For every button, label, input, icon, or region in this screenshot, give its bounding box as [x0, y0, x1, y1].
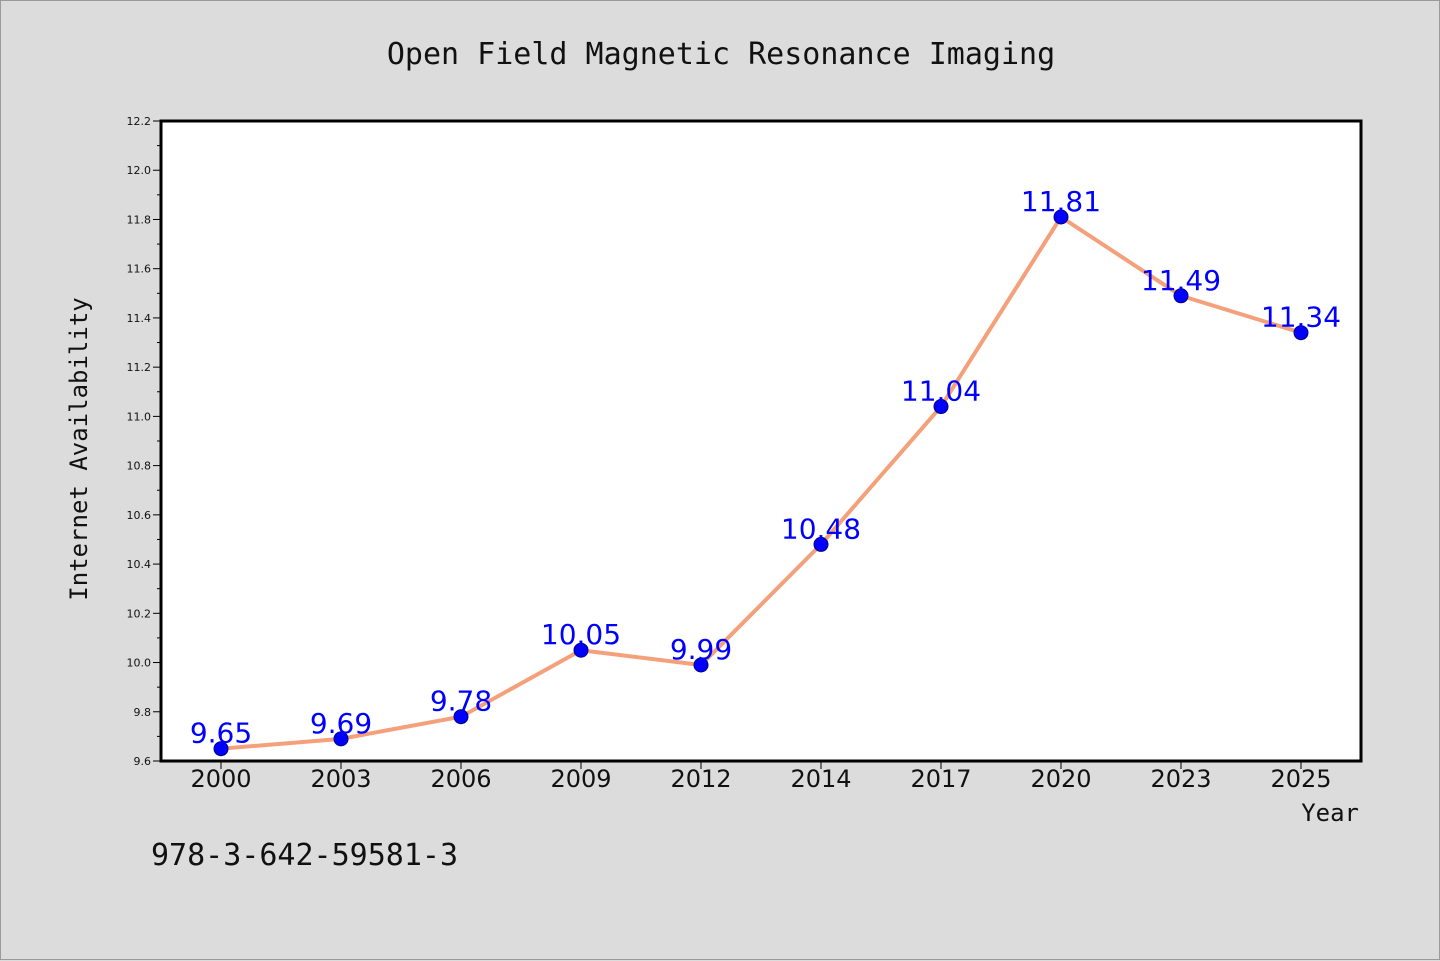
x-axis-label: Year [1301, 799, 1359, 827]
y-tick-label: 11.2 [127, 361, 152, 374]
y-tick-label: 10.2 [127, 607, 152, 620]
y-tick-label: 9.6 [134, 755, 152, 768]
x-tick-label: 2006 [430, 765, 491, 793]
data-label: 9.65 [190, 717, 252, 750]
x-axis: 2000 2003 2006 2009 2012 2014 2017 2020 2023 2025 [190, 761, 1332, 793]
data-label: 9.99 [670, 633, 732, 666]
data-point [573, 642, 589, 658]
y-tick-label: 11.4 [127, 312, 152, 325]
y-tick-label: 10.0 [127, 657, 152, 670]
series-path [220, 215, 1302, 751]
x-tick-label: 2012 [670, 765, 731, 793]
data-label: 11.04 [901, 375, 981, 408]
y-tick-label: 9.8 [134, 706, 152, 719]
y-tick-label: 11.6 [127, 263, 152, 276]
y-axis: 9.6 9.8 10.0 10.2 10.4 10.6 10.8 11.0 11.2 11.4 11… [127, 115, 161, 768]
plot-area [159, 119, 1363, 763]
data-label: 9.69 [310, 707, 372, 740]
x-tick-label: 2009 [550, 765, 611, 793]
x-tick-label: 2025 [1270, 765, 1331, 793]
y-tick-label: 10.4 [127, 558, 152, 571]
data-label: 10.48 [781, 512, 861, 545]
data-label: 10.05 [541, 618, 621, 651]
x-tick-label: 2023 [1150, 765, 1211, 793]
isbn-text: 978-3-642-59581-3 [151, 838, 458, 873]
data-point [333, 731, 349, 747]
y-axis-label: Internet Availability [65, 297, 93, 600]
data-label: 11.81 [1021, 185, 1101, 218]
data-label: 11.34 [1261, 301, 1341, 334]
chart-title: Open Field Magnetic Resonance Imaging [387, 37, 1055, 72]
data-point [453, 709, 469, 725]
data-point [933, 399, 949, 415]
data-point [1293, 325, 1309, 341]
y-tick-label: 11.8 [127, 213, 152, 226]
x-tick-label: 2020 [1030, 765, 1091, 793]
data-label: 9.78 [430, 685, 492, 718]
data-point [1173, 288, 1189, 304]
series-line [213, 209, 1309, 757]
y-tick-label: 10.6 [127, 509, 152, 522]
data-point [213, 741, 229, 757]
data-point [1053, 209, 1069, 225]
data-point [693, 657, 709, 673]
data-label: 11.49 [1141, 264, 1221, 297]
x-tick-label: 2003 [310, 765, 371, 793]
y-tick-label: 12.0 [127, 164, 152, 177]
x-tick-label: 2000 [190, 765, 251, 793]
x-tick-label: 2014 [790, 765, 851, 793]
y-tick-label: 12.2 [127, 115, 152, 128]
y-tick-label: 11.0 [127, 410, 152, 423]
x-tick-label: 2017 [910, 765, 971, 793]
y-tick-label: 10.8 [127, 460, 152, 473]
data-point [813, 536, 829, 552]
data-labels: 9.65 9.69 9.78 10.05 9.99 10.48 11.04 11.81 11.4… [190, 185, 1341, 750]
